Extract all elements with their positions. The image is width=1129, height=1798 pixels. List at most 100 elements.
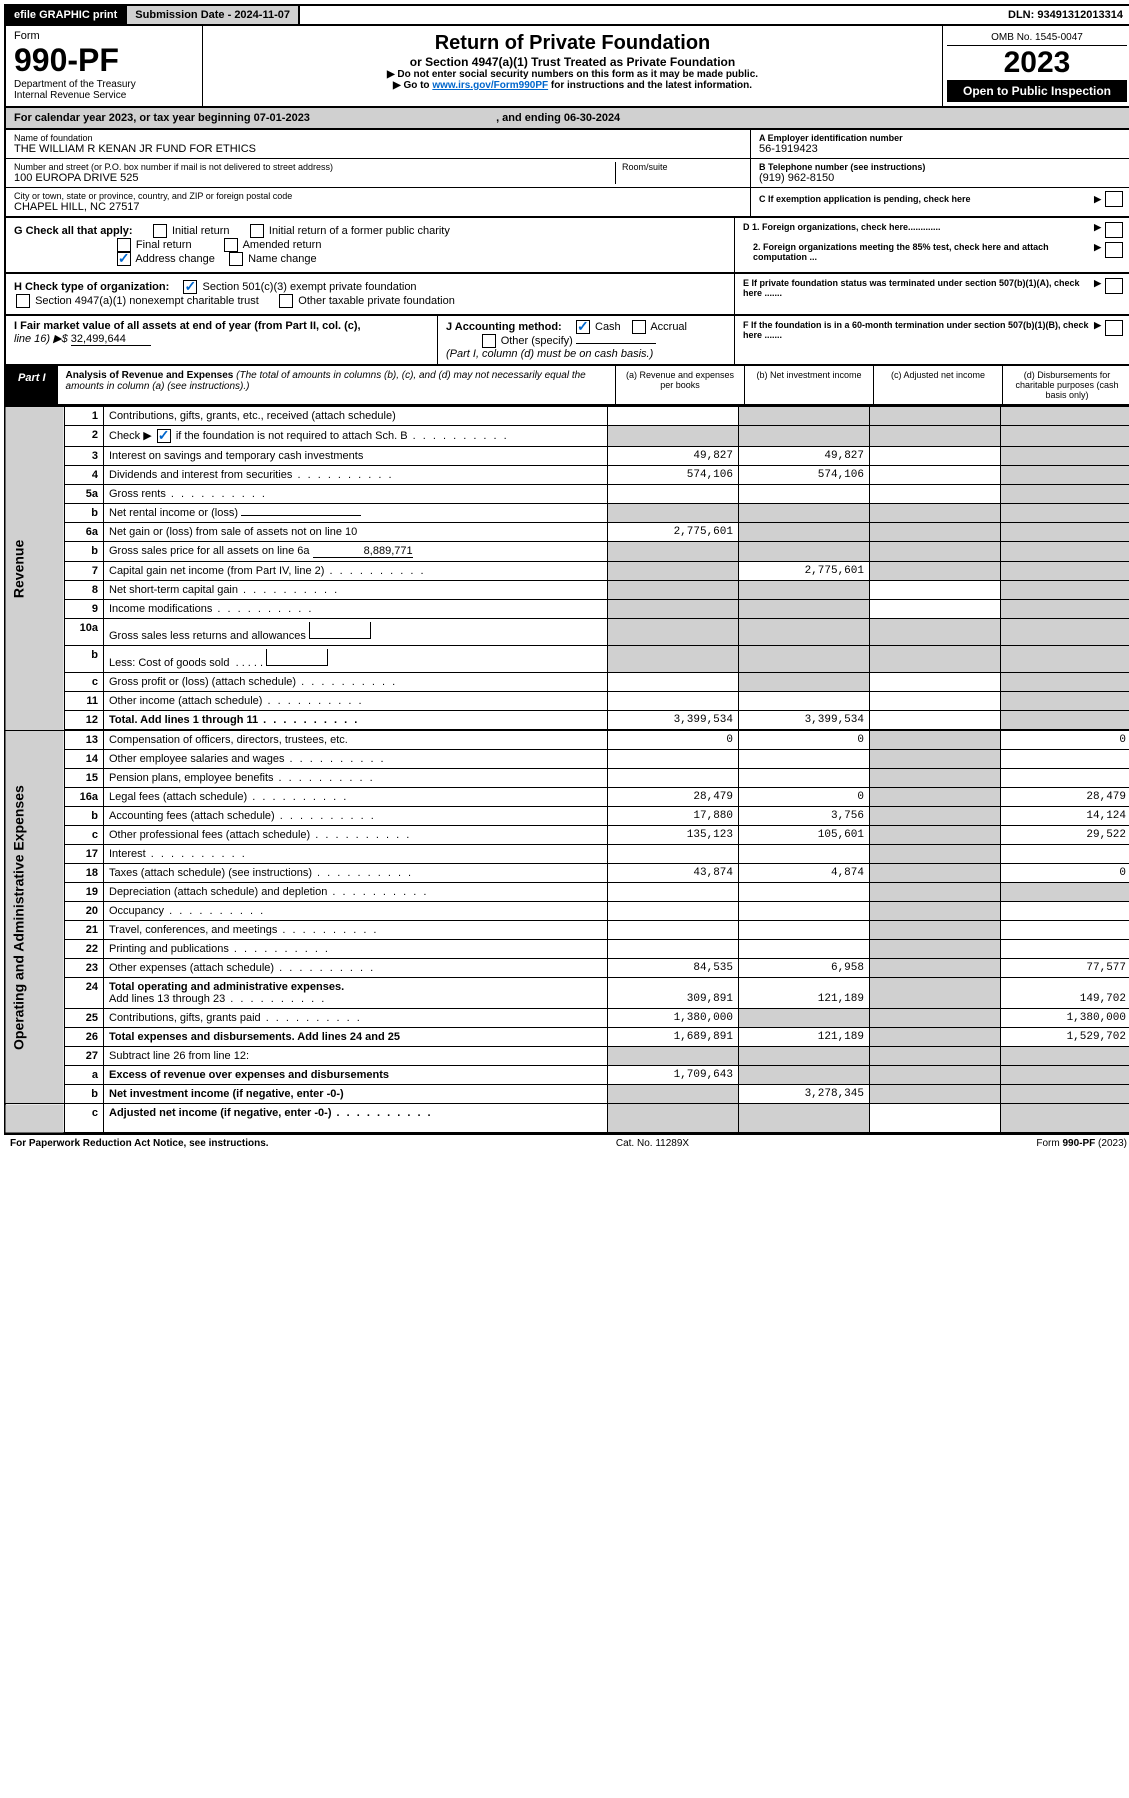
e-label: E If private foundation status was termi… (743, 278, 1094, 310)
cell: 3,756 (739, 807, 870, 826)
chk-cash[interactable] (576, 320, 590, 334)
line-num: 12 (65, 711, 104, 730)
e-checkbox[interactable] (1105, 278, 1123, 294)
line-num: 24 (65, 978, 104, 1009)
identity-block: Name of foundation THE WILLIAM R KENAN J… (4, 130, 1129, 218)
address: 100 EUROPA DRIVE 525 (14, 172, 615, 184)
chk-address[interactable] (117, 252, 131, 266)
cell: 28,479 (608, 788, 739, 807)
chk-accrual[interactable] (632, 320, 646, 334)
form-header: Form 990-PF Department of the Treasury I… (4, 26, 1129, 108)
r24: Total operating and administrative expen… (109, 981, 344, 993)
part1-table: Revenue 1Contributions, gifts, grants, e… (4, 406, 1129, 1134)
form-link[interactable]: www.irs.gov/Form990PF (432, 80, 548, 91)
line-desc: Pension plans, employee benefits (104, 769, 608, 788)
r5b: Net rental income or (loss) (109, 507, 238, 519)
table-row: 18Taxes (attach schedule) (see instructi… (5, 864, 1129, 883)
chk-initial[interactable] (153, 224, 167, 238)
j-note: (Part I, column (d) must be on cash basi… (446, 348, 653, 360)
name-label: Name of foundation (14, 133, 742, 143)
g-initial: Initial return (172, 225, 229, 237)
col-d-hdr: (d) Disbursements for charitable purpose… (1002, 366, 1129, 404)
line-desc: Net short-term capital gain (104, 581, 608, 600)
r10b-box (266, 649, 328, 666)
line-num: 25 (65, 1009, 104, 1028)
table-row: cAdjusted net income (if negative, enter… (5, 1104, 1129, 1134)
col-a-hdr: (a) Revenue and expenses per books (615, 366, 744, 404)
part1-header: Part I Analysis of Revenue and Expenses … (4, 366, 1129, 406)
cell: 149,702 (1001, 978, 1129, 1009)
expenses-side: Operating and Administrative Expenses (5, 731, 65, 1104)
d1-checkbox[interactable] (1105, 222, 1123, 238)
table-row: 21Travel, conferences, and meetings (5, 921, 1129, 940)
line-num: 2 (65, 426, 104, 447)
cell: 1,529,702 (1001, 1028, 1129, 1047)
r10a-box (309, 622, 371, 639)
line-num: b (65, 1085, 104, 1104)
j-accrual: Accrual (650, 321, 687, 333)
chk-sch-b[interactable] (157, 429, 171, 443)
line-desc: Travel, conferences, and meetings (104, 921, 608, 940)
cell: 2,775,601 (608, 523, 739, 542)
cell: 574,106 (739, 466, 870, 485)
chk-501c3[interactable] (183, 280, 197, 294)
instr-2-post: for instructions and the latest informat… (548, 80, 752, 91)
c-checkbox[interactable] (1105, 191, 1123, 207)
g-final: Final return (136, 239, 192, 251)
cell: 1,689,891 (608, 1028, 739, 1047)
chk-4947[interactable] (16, 294, 30, 308)
cell: 121,189 (739, 1028, 870, 1047)
line-desc: Total. Add lines 1 through 11 (104, 711, 608, 730)
cell: 28,479 (1001, 788, 1129, 807)
section-ijf: I Fair market value of all assets at end… (4, 316, 1129, 366)
table-row: 26Total expenses and disbursements. Add … (5, 1028, 1129, 1047)
g-name-change: Name change (248, 253, 317, 265)
table-row: 27Subtract line 26 from line 12: (5, 1047, 1129, 1066)
line-num: b (65, 542, 104, 562)
cal-pre: For calendar year 2023, or tax year begi… (14, 112, 254, 124)
tax-year: 2023 (947, 46, 1127, 80)
cell: 49,827 (739, 447, 870, 466)
line-desc: Total operating and administrative expen… (104, 978, 608, 1009)
chk-initial-former[interactable] (250, 224, 264, 238)
chk-other-tax[interactable] (279, 294, 293, 308)
cell: 0 (1001, 864, 1129, 883)
r6b-pre: Gross sales price for all assets on line… (109, 545, 310, 557)
line-desc: Income modifications (104, 600, 608, 619)
table-row: 23Other expenses (attach schedule)84,535… (5, 959, 1129, 978)
cal-end: 06-30-2024 (564, 112, 620, 124)
line-desc: Excess of revenue over expenses and disb… (104, 1066, 608, 1085)
line-desc: Accounting fees (attach schedule) (104, 807, 608, 826)
d2-checkbox[interactable] (1105, 242, 1123, 258)
chk-other-method[interactable] (482, 334, 496, 348)
cell: 1,380,000 (608, 1009, 739, 1028)
line-num: c (65, 826, 104, 845)
form-number: 990-PF (14, 42, 194, 79)
r2-post: if the foundation is not required to att… (176, 430, 408, 442)
efile-label[interactable]: efile GRAPHIC print (6, 6, 127, 24)
line-desc: Net gain or (loss) from sale of assets n… (104, 523, 608, 542)
f-checkbox[interactable] (1105, 320, 1123, 336)
table-row: 2Check ▶ if the foundation is not requir… (5, 426, 1129, 447)
table-row: 9Income modifications (5, 600, 1129, 619)
line-num: 17 (65, 845, 104, 864)
chk-amended[interactable] (224, 238, 238, 252)
part1-label: Part I (6, 366, 58, 404)
cell: 17,880 (608, 807, 739, 826)
section-g-d: G Check all that apply: Initial return I… (4, 218, 1129, 274)
table-row: 6aNet gain or (loss) from sale of assets… (5, 523, 1129, 542)
form-subtitle: or Section 4947(a)(1) Trust Treated as P… (209, 55, 936, 69)
irs: Internal Revenue Service (14, 90, 194, 101)
table-row: aExcess of revenue over expenses and dis… (5, 1066, 1129, 1085)
cell: 0 (739, 731, 870, 750)
cell: 2,775,601 (739, 562, 870, 581)
line-num: 20 (65, 902, 104, 921)
chk-name-change[interactable] (229, 252, 243, 266)
line-num: 4 (65, 466, 104, 485)
line-desc: Gross sales less returns and allowances (104, 619, 608, 646)
line-num: 19 (65, 883, 104, 902)
table-row: 3Interest on savings and temporary cash … (5, 447, 1129, 466)
line-num: 13 (65, 731, 104, 750)
line-num: 1 (65, 407, 104, 426)
cell: 1,709,643 (608, 1066, 739, 1085)
